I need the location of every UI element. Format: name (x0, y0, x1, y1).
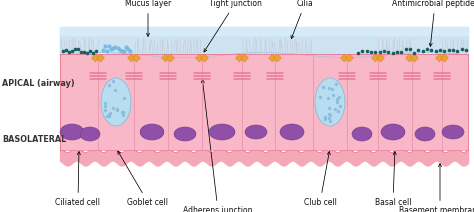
Polygon shape (268, 54, 276, 62)
Polygon shape (340, 54, 348, 62)
Polygon shape (376, 54, 384, 62)
Ellipse shape (245, 125, 267, 139)
Text: Tight junction: Tight junction (204, 0, 262, 52)
Text: Adherens junction: Adherens junction (183, 80, 253, 212)
Polygon shape (236, 54, 244, 62)
Ellipse shape (209, 124, 235, 140)
Polygon shape (133, 54, 140, 62)
Text: Ciliated cell: Ciliated cell (55, 152, 100, 207)
Polygon shape (166, 54, 174, 62)
Polygon shape (128, 54, 136, 62)
Polygon shape (201, 54, 209, 62)
Text: Cilia: Cilia (291, 0, 313, 39)
Polygon shape (436, 54, 444, 62)
Ellipse shape (174, 127, 196, 141)
Ellipse shape (442, 125, 464, 139)
Text: Mucus layer: Mucus layer (125, 0, 171, 36)
Polygon shape (372, 54, 380, 62)
Polygon shape (273, 54, 282, 62)
Text: Antimicrobial peptides: Antimicrobial peptides (392, 0, 474, 46)
Polygon shape (240, 54, 248, 62)
Text: BASOLATERAL: BASOLATERAL (2, 135, 66, 145)
Ellipse shape (415, 127, 435, 141)
Text: APICAL (airway): APICAL (airway) (2, 80, 74, 88)
Polygon shape (346, 54, 354, 62)
Ellipse shape (60, 124, 84, 140)
Text: Basement membrane: Basement membrane (399, 164, 474, 212)
Bar (60, 54, 468, 150)
Ellipse shape (381, 124, 405, 140)
Ellipse shape (80, 127, 100, 141)
Ellipse shape (140, 124, 164, 140)
Text: Club cell: Club cell (303, 152, 337, 207)
Text: Goblet cell: Goblet cell (118, 151, 168, 207)
Polygon shape (91, 54, 100, 62)
Ellipse shape (280, 124, 304, 140)
Polygon shape (162, 54, 170, 62)
Polygon shape (410, 54, 419, 62)
Ellipse shape (352, 127, 372, 141)
Ellipse shape (101, 78, 131, 126)
Polygon shape (195, 54, 203, 62)
Polygon shape (97, 54, 104, 62)
Polygon shape (440, 54, 448, 62)
Ellipse shape (315, 78, 345, 126)
Polygon shape (405, 54, 413, 62)
Text: Basal cell: Basal cell (375, 152, 411, 207)
